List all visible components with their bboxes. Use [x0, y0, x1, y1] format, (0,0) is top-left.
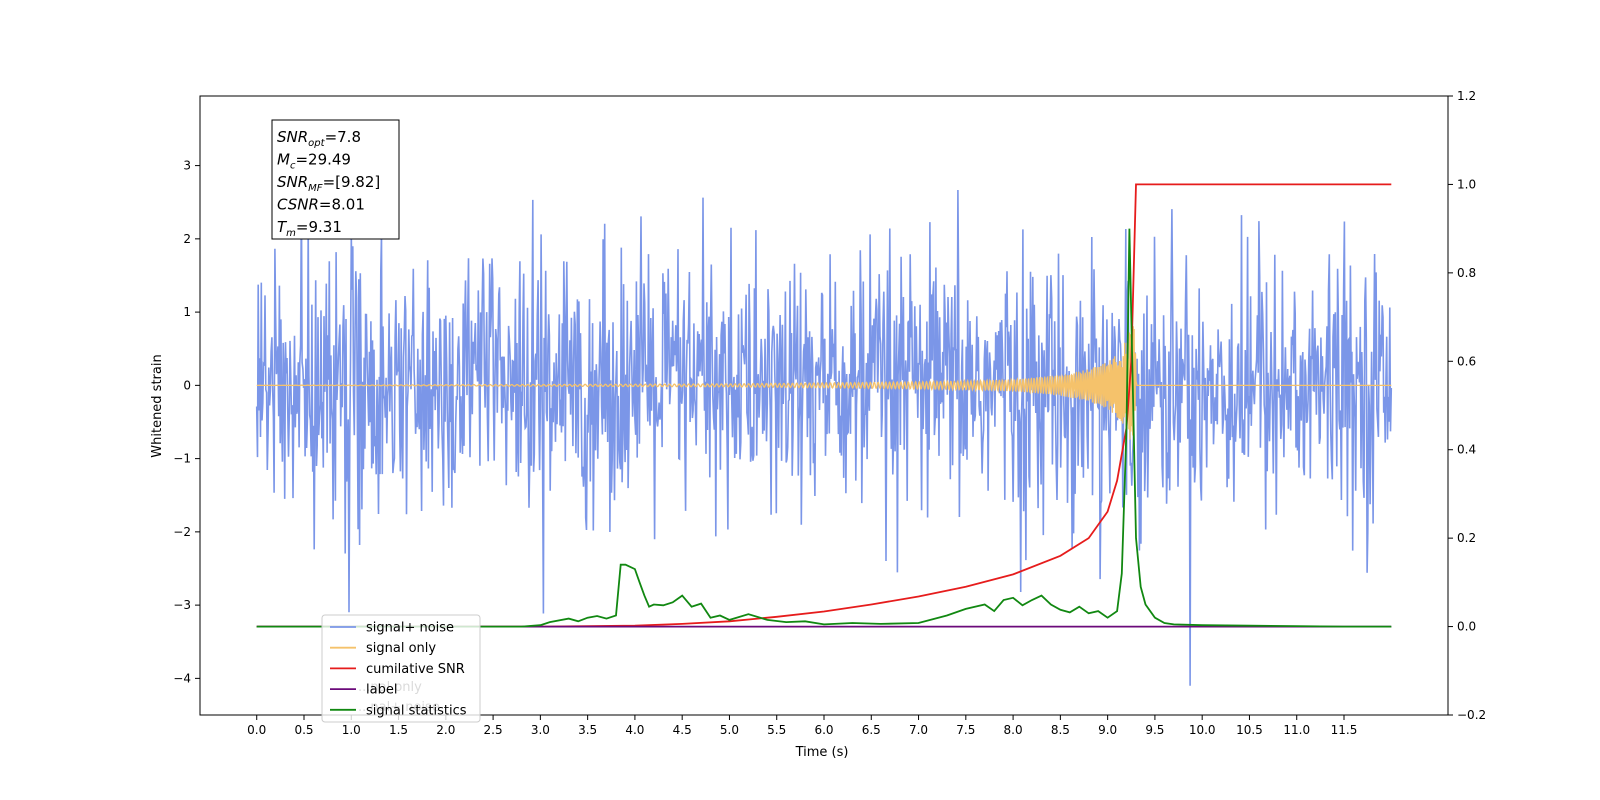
y2-tick-label: 0.2	[1457, 531, 1476, 545]
x-axis: 0.0 0.5 1.0 1.5 2.0 2.5 3.0 3.5 4.0 4.5 5.0 5.5 6.0 6…	[247, 715, 1357, 737]
y-tick-label: 1	[183, 305, 191, 319]
y2-tick-label: 0.8	[1457, 266, 1476, 280]
y-tick-label: 3	[183, 159, 191, 173]
series-signal-statistics	[256, 228, 1392, 628]
x-tick-label: 4.5	[673, 723, 692, 737]
legend: ...nal only ...nal+ noise signal+ noise sig…	[321, 614, 481, 723]
x-tick-label: 6.5	[862, 723, 881, 737]
legend-label: signal+ noise	[366, 621, 454, 636]
y-tick-label: 0	[183, 378, 191, 392]
y2-tick-label: 0.6	[1457, 354, 1476, 368]
annotation-value: =8.01	[319, 196, 365, 214]
annotation-line: CSNR=8.01	[277, 196, 365, 214]
annotation-value: =9.31	[296, 218, 342, 236]
x-tick-label: 2.0	[436, 723, 455, 737]
y-tick-label: 2	[183, 232, 191, 246]
annotation-subscript: m	[286, 228, 296, 239]
series-signal-statistics-line	[256, 228, 1392, 628]
x-tick-label: 4.0	[625, 723, 644, 737]
annotation-symbol: T	[277, 218, 288, 236]
legend-underlay-text: ...nal only	[358, 680, 422, 695]
x-tick-label: 3.5	[578, 723, 597, 737]
annotation-symbol: M	[277, 151, 290, 169]
legend-label: label	[366, 683, 397, 698]
y-axis-right: −0.2 0.0 0.2 0.4 0.6 0.8 1.0 1.2	[1448, 89, 1486, 722]
legend-label: signal statistics	[366, 703, 467, 718]
legend-label: cumilative SNR	[366, 662, 465, 677]
y2-tick-label: 0.0	[1457, 620, 1476, 634]
annotation-symbol: CSNR	[277, 196, 319, 214]
annotation-line: Mc=29.49	[277, 151, 351, 172]
x-tick-label: 0.0	[247, 723, 266, 737]
x-axis-label: Time (s)	[795, 745, 849, 760]
annotation-subscript: opt	[308, 138, 325, 149]
annotation-subscript: MF	[308, 183, 323, 194]
x-tick-label: 11.0	[1283, 723, 1310, 737]
x-tick-label: 7.0	[909, 723, 928, 737]
x-tick-label: 10.5	[1236, 723, 1263, 737]
legend-label: signal only	[366, 641, 436, 656]
y-tick-label: −4	[173, 671, 191, 685]
x-tick-label: 7.5	[956, 723, 975, 737]
legend-frame	[321, 614, 481, 723]
x-tick-label: 5.0	[720, 723, 739, 737]
annotation-line: SNRopt=7.8	[277, 128, 361, 149]
annotation-value: =7.8	[325, 128, 361, 146]
annotation-symbol: SNR	[277, 128, 308, 146]
x-tick-label: 8.0	[1004, 723, 1023, 737]
y2-tick-label: 0.4	[1457, 443, 1476, 457]
stats-annotation-box: SNRopt=7.8Mc=29.49SNRMF=[9.82]CSNR=8.01T…	[271, 119, 400, 240]
x-tick-label: 5.5	[767, 723, 786, 737]
y-axis-left: −4 −3 −2 −1 0 1 2 3	[173, 159, 200, 685]
y2-tick-label: −0.2	[1457, 708, 1486, 722]
annotation-value: =29.49	[295, 151, 351, 169]
annotation-value: =[9.82]	[323, 173, 381, 191]
y2-tick-label: 1.0	[1457, 177, 1476, 191]
x-tick-label: 8.5	[1051, 723, 1070, 737]
series-signal-only-line	[256, 326, 1392, 451]
x-tick-label: 6.0	[814, 723, 833, 737]
x-tick-label: 11.5	[1331, 723, 1358, 737]
legend-underlay-text: ...nal+ noise	[358, 700, 440, 715]
y-tick-label: −2	[173, 525, 191, 539]
x-tick-label: 9.5	[1145, 723, 1164, 737]
series-signal-noise-line	[255, 189, 1393, 686]
y2-tick-label: 1.2	[1457, 89, 1476, 103]
annotation-frame	[271, 119, 400, 240]
x-tick-label: 1.5	[389, 723, 408, 737]
y-tick-label: −3	[173, 598, 191, 612]
x-tick-label: 0.5	[294, 723, 313, 737]
x-tick-label: 1.0	[342, 723, 361, 737]
x-tick-label: 2.5	[484, 723, 503, 737]
annotation-line: Tm=9.31	[277, 218, 342, 239]
annotation-symbol: SNR	[277, 173, 308, 191]
x-tick-label: 9.0	[1098, 723, 1117, 737]
y-tick-label: −1	[173, 452, 191, 466]
x-tick-label: 10.0	[1189, 723, 1216, 737]
y-axis-label: Whitened strain	[150, 354, 165, 457]
x-tick-label: 3.0	[531, 723, 550, 737]
annotation-line: SNRMF=[9.82]	[277, 173, 380, 194]
annotation-subscript: c	[290, 161, 296, 172]
